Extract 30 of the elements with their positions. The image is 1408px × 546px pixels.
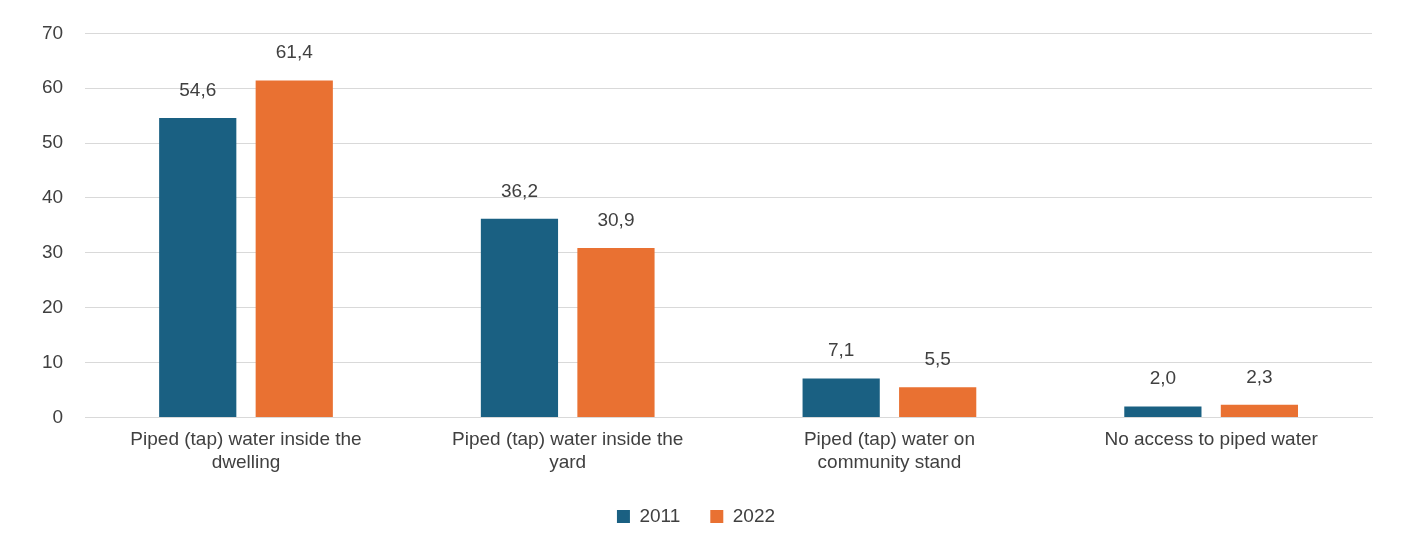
y-tick-label: 10: [41, 350, 64, 372]
bar: [159, 117, 237, 417]
x-tick-label: Piped (tap) water on community stand: [803, 428, 975, 472]
y-tick-label: 20: [41, 295, 64, 317]
data-label: 36,2: [500, 179, 538, 201]
data-label: 7,1: [827, 339, 855, 361]
bar: [1220, 404, 1299, 417]
bar: [255, 80, 333, 417]
x-tick-label: Piped (tap) water inside the dwelling: [130, 428, 362, 472]
y-tick-label: 40: [41, 186, 64, 208]
data-label: 61,4: [275, 41, 314, 63]
x-tick-label: No access to piped water: [1104, 428, 1319, 450]
bar: [1124, 406, 1202, 417]
x-tick-label: Piped (tap) water inside the yard: [452, 428, 684, 472]
y-tick-label: 50: [41, 131, 64, 153]
data-label: 2,3: [1246, 365, 1273, 387]
data-label: 5,5: [924, 347, 951, 369]
bar: [899, 387, 977, 417]
data-label: 30,9: [597, 208, 635, 230]
bar: [480, 218, 559, 417]
bar: [802, 378, 880, 417]
bar: [577, 247, 655, 417]
legend-label: 2022: [732, 504, 776, 526]
y-tick-label: 30: [41, 241, 64, 263]
data-label: 54,6: [179, 78, 217, 100]
legend-label: 2011: [639, 504, 681, 526]
data-label: 2,0: [1149, 367, 1177, 389]
y-tick-label: 0: [52, 405, 64, 427]
y-tick-label: 60: [41, 76, 64, 98]
y-tick-label: 70: [41, 21, 64, 43]
